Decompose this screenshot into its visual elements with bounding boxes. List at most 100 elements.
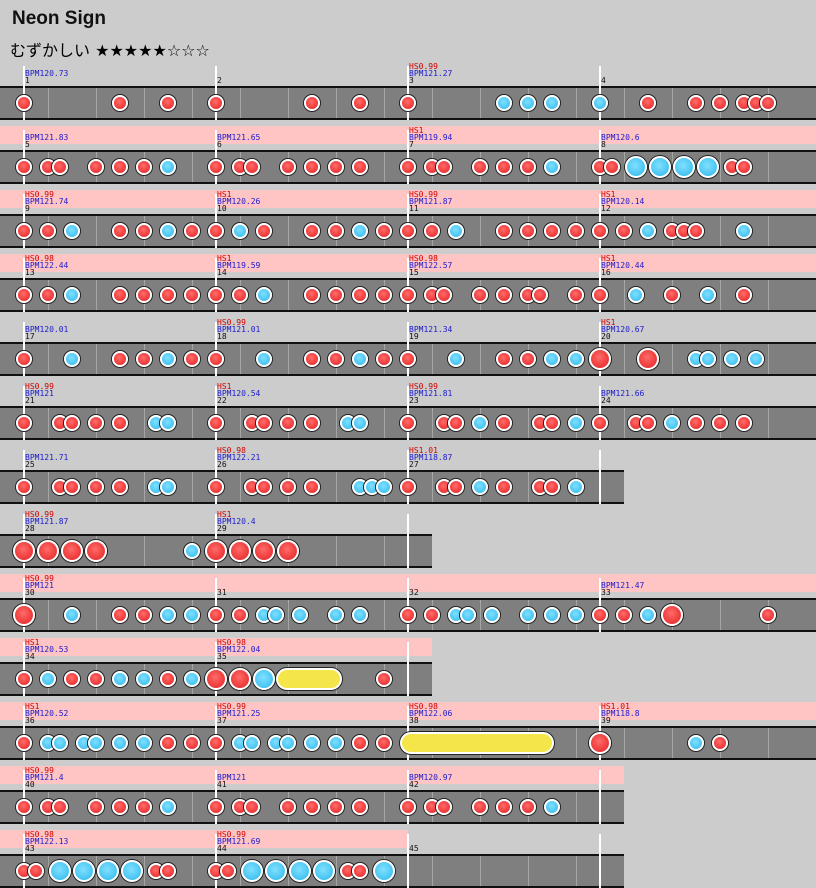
measure-barline <box>215 706 217 760</box>
don-note <box>544 223 560 239</box>
don-note <box>208 799 224 815</box>
don-note <box>184 735 200 751</box>
ka-note <box>64 607 80 623</box>
measure-label: HS0.98 BPM122.04 35 <box>217 639 261 661</box>
don-note <box>436 159 452 175</box>
don-note <box>244 159 260 175</box>
beat-gridline <box>384 536 385 566</box>
don-note <box>16 799 32 815</box>
measure-number: 45 <box>409 844 419 853</box>
measure-barline <box>215 194 217 248</box>
beat-gridline <box>384 792 385 822</box>
don-note <box>136 351 152 367</box>
beat-gridline <box>480 88 481 118</box>
measure-row: BPM120.73 1 2 HS0.99 BPM121.27 3 4 <box>0 62 816 120</box>
measure-barline <box>599 834 601 888</box>
don-note <box>496 351 512 367</box>
don-big-note <box>37 540 59 562</box>
beat-gridline <box>288 856 289 886</box>
beat-gridline <box>480 600 481 630</box>
don-big-note <box>661 604 683 626</box>
don-note <box>328 799 344 815</box>
bpm-value: BPM120.97 <box>409 773 453 782</box>
measure-number: 17 <box>25 332 35 341</box>
hs-value: HS0.99 <box>25 574 54 583</box>
don-note <box>472 159 488 175</box>
beat-gridline <box>720 152 721 182</box>
don-note <box>376 287 392 303</box>
measure-number: 38 <box>409 716 419 725</box>
ka-note <box>460 607 476 623</box>
bpm-value: BPM122.04 <box>217 645 261 654</box>
beat-gridline <box>192 792 193 822</box>
don-note <box>352 287 368 303</box>
ka-note <box>520 95 536 111</box>
measure-barline <box>407 130 409 184</box>
difficulty-stars: ★★★★★☆☆☆ <box>95 41 210 60</box>
don-note <box>664 287 680 303</box>
measure-number: 5 <box>25 140 30 149</box>
bpm-value: BPM121 <box>25 581 54 590</box>
measure-row: BPM120.01 17 HS0.99 BPM121.01 18 BPM121.34 19 H… <box>0 318 816 376</box>
don-note <box>400 287 416 303</box>
measure-label: 2 <box>217 77 222 85</box>
ka-note <box>160 351 176 367</box>
don-note <box>448 415 464 431</box>
ka-note <box>568 607 584 623</box>
ka-note <box>328 607 344 623</box>
measure-number: 28 <box>25 524 35 533</box>
beat-gridline <box>672 344 673 374</box>
beat-gridline <box>528 472 529 502</box>
beat-gridline <box>240 88 241 118</box>
measure-barline <box>215 258 217 312</box>
measure-barline <box>407 770 409 824</box>
measure-number: 11 <box>409 204 419 213</box>
measure-label: BPM121.65 6 <box>217 134 260 149</box>
measure-label: HS0.99 BPM121 21 <box>25 383 54 405</box>
ka-note <box>244 735 260 751</box>
measure-number: 32 <box>409 588 419 597</box>
don-note <box>328 223 344 239</box>
measure-number: 12 <box>601 204 611 213</box>
don-note <box>88 479 104 495</box>
beat-gridline <box>768 152 769 182</box>
ka-note <box>748 351 764 367</box>
bpm-value: BPM121.25 <box>217 709 261 718</box>
bpm-value: BPM121.83 <box>25 133 69 142</box>
difficulty-rating: むずかしい ★★★★★☆☆☆ <box>10 37 210 61</box>
measure-row: HS1 BPM120.53 34 HS0.98 BPM122.04 35 <box>0 638 432 696</box>
ka-note <box>232 223 248 239</box>
don-note <box>184 351 200 367</box>
measure-barline <box>23 706 25 760</box>
measure-label: 31 <box>217 589 227 597</box>
measure-barline <box>23 834 25 888</box>
beat-gridline <box>288 88 289 118</box>
measure-label: HS1 BPM120.52 36 <box>25 703 68 725</box>
ka-note <box>160 415 176 431</box>
bpm-value: BPM121.4 <box>25 773 64 782</box>
don-note <box>16 735 32 751</box>
beat-gridline <box>528 856 529 886</box>
don-big-note <box>205 540 227 562</box>
don-note <box>256 479 272 495</box>
bpm-value: BPM120.4 <box>217 517 256 526</box>
don-note <box>736 415 752 431</box>
beat-gridline <box>768 408 769 438</box>
measure-barline <box>407 514 409 568</box>
beat-gridline <box>624 280 625 310</box>
measure-number: 36 <box>25 716 35 725</box>
measure-label: BPM121 41 <box>217 774 246 789</box>
beat-gridline <box>48 88 49 118</box>
don-note <box>424 607 440 623</box>
don-note <box>64 415 80 431</box>
beat-gridline <box>720 344 721 374</box>
beat-gridline <box>672 728 673 758</box>
ka-note <box>496 95 512 111</box>
beat-gridline <box>48 600 49 630</box>
ka-note <box>568 415 584 431</box>
don-note <box>604 159 620 175</box>
beat-gridline <box>768 280 769 310</box>
measure-number: 41 <box>217 780 227 789</box>
beat-gridline <box>240 856 241 886</box>
don-note <box>712 735 728 751</box>
